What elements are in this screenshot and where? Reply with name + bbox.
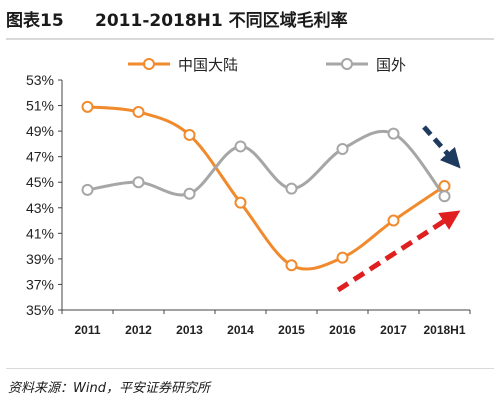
y-tick-label: 39%: [26, 251, 54, 267]
x-tick-label: 2017: [380, 323, 407, 337]
data-point: [438, 180, 451, 193]
legend-label: 国外: [376, 56, 406, 74]
title-bar: [6, 4, 494, 40]
x-tick-label: 2012: [125, 323, 152, 337]
data-point: [132, 105, 145, 118]
x-tick-label: 2016: [329, 323, 356, 337]
y-tick-label: 43%: [26, 200, 54, 216]
y-tick-label: 49%: [26, 123, 54, 139]
up-arrow: [336, 210, 461, 293]
y-tick-label: 45%: [26, 174, 54, 190]
y-tick-label: 41%: [26, 225, 54, 241]
data-point: [387, 214, 400, 227]
x-tick-labels: 2011 2012 2013 2014 2015 2016 2017 2018H1: [74, 323, 465, 337]
legend-label: 中国大陆: [178, 56, 238, 74]
data-point: [285, 259, 298, 272]
bottom-rule: [6, 368, 494, 369]
legend-swatch-marker: [143, 58, 155, 70]
data-point: [183, 128, 196, 141]
x-tick-label: 2018H1: [423, 323, 465, 337]
legend: 中国大陆 国外: [128, 56, 406, 74]
axes: [58, 79, 471, 314]
data-point: [183, 187, 196, 200]
y-tick-label: 47%: [26, 149, 54, 165]
y-tick-label: 51%: [26, 98, 54, 114]
x-tick-label: 2015: [278, 323, 305, 337]
chart: 35%37%39%41%43%45%47%49%51%53% 2011 2012 2…: [26, 56, 471, 337]
series-points: [81, 100, 451, 272]
series-line: [87, 105, 446, 271]
data-point: [234, 196, 247, 209]
x-tick-label: 2011: [74, 323, 100, 337]
down-arrow: [422, 125, 461, 169]
x-tick-label: 2013: [176, 323, 203, 337]
data-point: [336, 143, 349, 155]
legend-swatch-marker: [341, 58, 353, 70]
y-tick-label: 37%: [26, 276, 54, 292]
data-point: [285, 182, 298, 195]
y-tick-label: 35%: [26, 302, 54, 318]
y-tick-labels: 35% 37% 39% 41% 43% 45% 47% 49% 51% 53%: [26, 72, 54, 318]
data-point: [234, 140, 247, 153]
y-tick-label: 53%: [26, 72, 54, 88]
source-note: 资料来源：Wind，平安证券研究所: [8, 381, 210, 396]
data-point: [387, 127, 400, 140]
figure-title: 2011-2018H1 不同区域毛利率: [95, 11, 348, 31]
data-point: [336, 251, 349, 264]
annotation-arrows: [336, 125, 461, 293]
data-point: [81, 100, 94, 113]
figure-label: 图表15: [6, 11, 64, 31]
x-tick-label: 2014: [227, 323, 254, 337]
data-point: [81, 183, 94, 196]
data-point: [438, 190, 451, 203]
data-point: [132, 176, 145, 189]
